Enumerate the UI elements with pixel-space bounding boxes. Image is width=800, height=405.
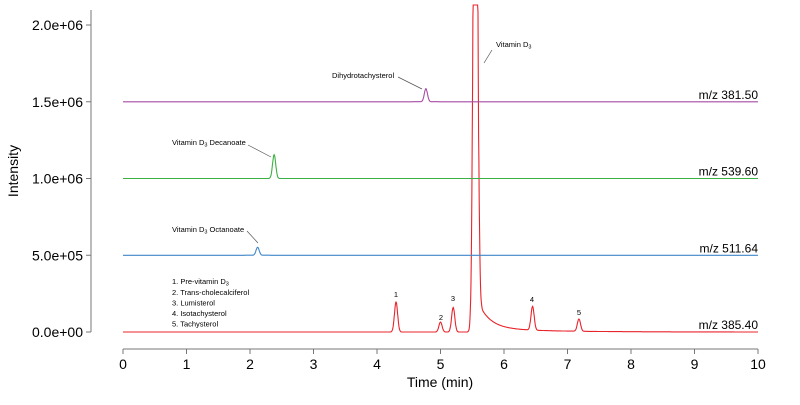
leader-octanoate (246, 230, 259, 244)
mz-labels: m/z 385.40 m/z 511.64 m/z 539.60 m/z 381.50 (699, 88, 759, 332)
series-label: m/z 381.50 (699, 88, 759, 102)
x-tick-label: 5 (437, 356, 445, 372)
x-tick-label: 1 (183, 356, 191, 372)
leader-vitamin-d3 (483, 49, 493, 64)
peak-number-4: 4 (530, 295, 534, 304)
legend-item-4: 4. Isotachysterol (172, 309, 227, 318)
peak-number-5: 5 (577, 308, 581, 317)
y-tick-label: 2.0e+06 (32, 17, 83, 33)
legend-item-3: 3. Lumisterol (172, 299, 215, 308)
legend-item-1: 1. Pre-vitamin D3 (172, 277, 229, 288)
leader-dihydrotachysterol (397, 76, 423, 90)
y-tick-label: 0.0e+00 (32, 324, 83, 340)
x-ticks: 0 1 2 3 4 5 6 7 8 9 10 (119, 349, 766, 372)
x-tick-label: 6 (500, 356, 508, 372)
series-label: m/z 385.40 (699, 318, 759, 332)
annotation-dihydrotachysterol: Dihydrotachysterol (332, 71, 394, 80)
y-axis-label: Intensity (5, 145, 21, 197)
leader-decanoate (247, 144, 272, 158)
traces (123, 4, 758, 333)
series-label: m/z 511.64 (700, 241, 759, 255)
y-tick-label: 1.0e+06 (32, 171, 83, 187)
annotation-decanoate: Vitamin D3 Decanoate (172, 138, 246, 149)
x-tick-label: 4 (373, 356, 381, 372)
y-ticks: 0.0e+00 5.0e+05 1.0e+06 1.5e+06 2.0e+06 (32, 17, 91, 340)
trace-series-1 (123, 246, 758, 256)
legend-item-5: 5. Tachysterol (172, 320, 218, 329)
x-tick-label: 7 (564, 356, 572, 372)
trace-series-3 (123, 87, 758, 103)
x-tick-label: 9 (691, 356, 699, 372)
peak-number-3: 3 (451, 294, 455, 303)
series-label: m/z 539.60 (699, 165, 759, 179)
trace-series-0 (123, 4, 758, 333)
annotations: Vitamin D3 Dihydrotachysterol Vitamin D3… (172, 40, 581, 322)
y-tick-label: 1.5e+06 (32, 94, 83, 110)
peak-number-2: 2 (439, 313, 443, 322)
x-tick-label: 3 (310, 356, 318, 372)
x-axis-label: Time (min) (407, 374, 473, 390)
x-tick-label: 8 (627, 356, 635, 372)
trace-series-2 (123, 153, 758, 180)
compound-legend: 1. Pre-vitamin D3 2. Trans-cholecalcifer… (172, 277, 249, 329)
legend-item-2: 2. Trans-cholecalciferol (172, 288, 249, 297)
y-tick-label: 5.0e+05 (32, 247, 83, 263)
peak-number-1: 1 (394, 290, 398, 299)
annotation-octanoate: Vitamin D3 Octanoate (172, 225, 244, 236)
x-tick-label: 10 (750, 356, 766, 372)
annotation-vitamin-d3: Vitamin D3 (496, 40, 531, 51)
x-tick-label: 0 (119, 356, 127, 372)
x-tick-label: 2 (246, 356, 254, 372)
